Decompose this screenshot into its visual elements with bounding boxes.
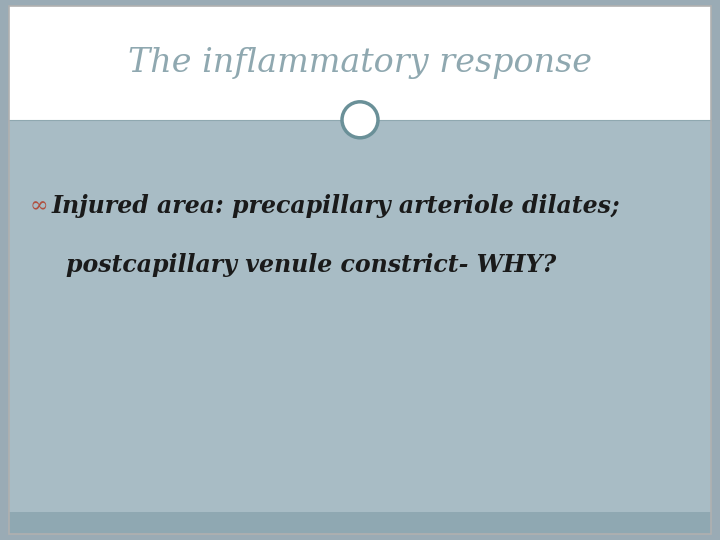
Text: Injured area: precapillary arteriole dilates;: Injured area: precapillary arteriole dil…: [52, 194, 621, 218]
Circle shape: [349, 109, 371, 131]
Text: The inflammatory response: The inflammatory response: [128, 47, 592, 79]
Text: postcapillary venule constrict- WHY?: postcapillary venule constrict- WHY?: [66, 253, 557, 277]
Text: ∞: ∞: [30, 195, 48, 217]
Circle shape: [342, 102, 378, 138]
